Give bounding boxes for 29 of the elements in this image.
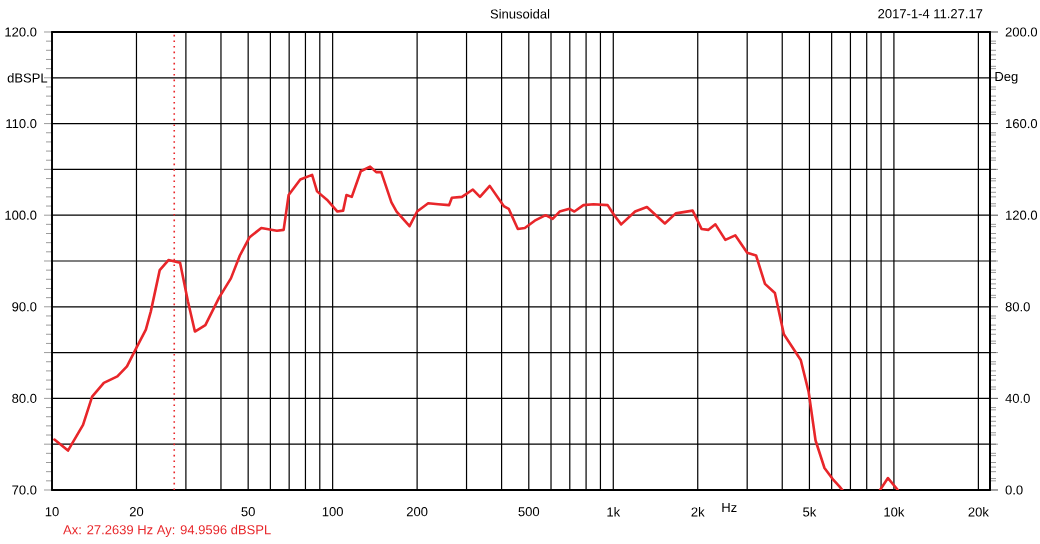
chart-title: Sinusoidal	[490, 9, 550, 19]
y-tick-label: 90.0	[12, 302, 37, 312]
x-tick-label: 1k	[607, 507, 621, 517]
x-tick-label: 20k	[968, 507, 989, 517]
x-tick-label: 20	[129, 507, 144, 517]
y-tick-label: 110.0	[6, 119, 37, 129]
x-tick-label: 10k	[884, 507, 905, 517]
x-tick-label: 200	[406, 507, 428, 517]
text: Ax: 27.2639 Hz Ay: 94.9596 dBSPL	[63, 524, 271, 537]
y2-axis-title: Deg	[995, 71, 1018, 84]
x-tick-label: 5k	[803, 507, 817, 517]
y-tick-label: 100.0	[5, 210, 37, 220]
y2-tick-label: 160.0	[1006, 119, 1038, 129]
y-tick-label: 70.0	[12, 485, 37, 495]
x-tick-label: 100	[322, 507, 343, 517]
x-tick-label: 10	[45, 507, 59, 517]
y2-tick-label: 0.0	[1005, 485, 1023, 495]
y2-tick-label: 200.0	[1005, 27, 1038, 37]
y2-tick-label: 120.0	[1006, 210, 1038, 220]
y2-tick-label: 40.0	[1005, 393, 1030, 403]
x-tick-label: 50	[241, 507, 255, 517]
y-tick-label: 120.0	[5, 27, 37, 37]
y2-tick-label: 80.0	[1005, 302, 1030, 312]
x-tick-label: 2k	[691, 507, 705, 517]
y-axis-title: dBSPL	[7, 73, 48, 83]
x-tick-label: 500	[518, 507, 540, 517]
y-tick-label: 80.0	[12, 393, 37, 403]
text: 2017-1-4 11.27.17	[878, 9, 983, 19]
x-axis-title: Hz	[722, 503, 737, 512]
